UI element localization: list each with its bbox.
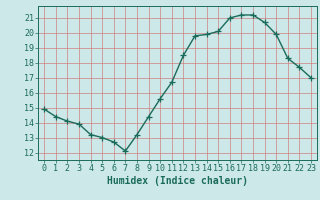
X-axis label: Humidex (Indice chaleur): Humidex (Indice chaleur) [107,176,248,186]
